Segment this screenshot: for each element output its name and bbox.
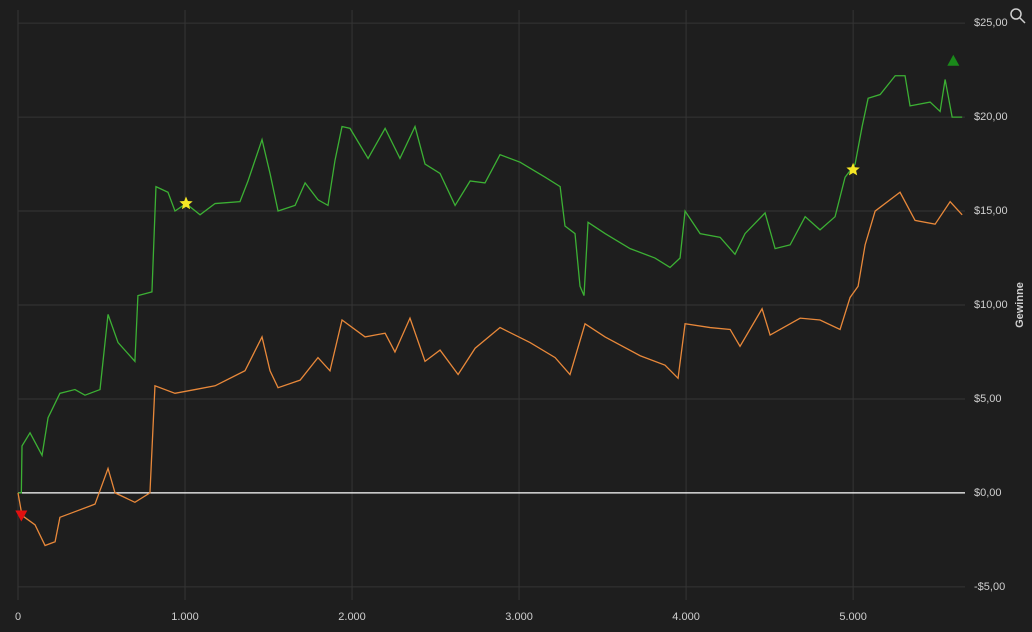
marker — [179, 196, 193, 210]
y-tick-label: $0,00 — [974, 487, 1002, 499]
y-tick-label: $15,00 — [974, 205, 1008, 217]
line-series — [17, 191, 963, 547]
x-tick-label: 4.000 — [672, 611, 700, 623]
zoom-icon[interactable] — [1010, 8, 1026, 24]
x-tick-label: 5.000 — [839, 611, 867, 623]
x-tick-label: 0 — [15, 611, 21, 623]
y-tick-label: $10,00 — [974, 299, 1008, 311]
marker — [15, 510, 28, 522]
line-series — [18, 75, 963, 494]
x-tick-label: 2.000 — [338, 611, 366, 623]
zoom-handle — [1019, 17, 1026, 24]
marker — [947, 54, 960, 66]
y-axis-title: Gewinne — [1014, 282, 1026, 328]
marker — [846, 162, 860, 176]
zoom-lens — [1010, 8, 1022, 20]
x-tick-label: 1.000 — [171, 611, 199, 623]
y-tick-label: $20,00 — [974, 111, 1008, 123]
x-tick-label: 3.000 — [505, 611, 533, 623]
y-tick-label: $5,00 — [974, 393, 1002, 405]
y-tick-label: -$5,00 — [974, 581, 1005, 593]
y-tick-label: $25,00 — [974, 17, 1008, 29]
